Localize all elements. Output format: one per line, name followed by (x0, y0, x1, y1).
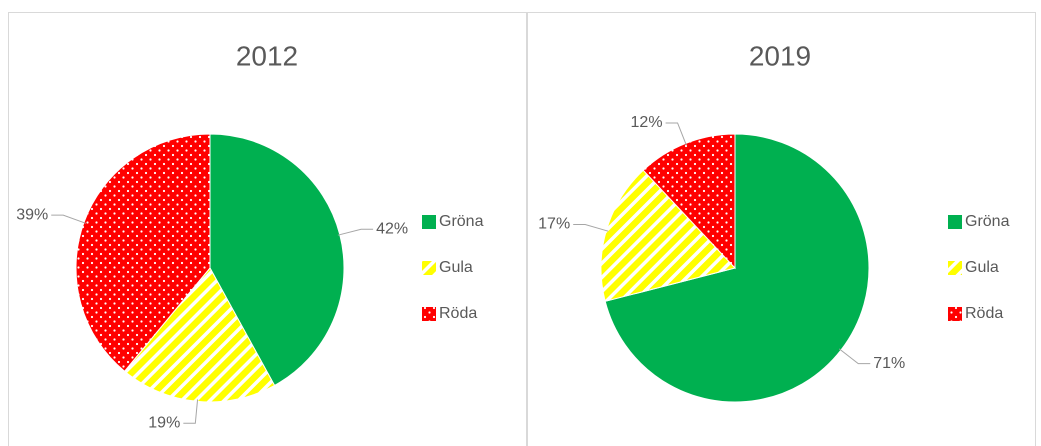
slice-pattern (643, 134, 735, 268)
legend-pattern (422, 261, 436, 275)
slice-pattern (124, 268, 275, 402)
data-label: 39% (16, 206, 48, 223)
panel-border (527, 12, 1036, 446)
legend-label: Röda (439, 305, 477, 322)
leader-line (573, 223, 609, 232)
legend-label: Röda (965, 305, 1003, 322)
leader-line (337, 228, 374, 236)
leader-line (838, 348, 871, 365)
slice-pattern (601, 170, 735, 302)
legend-label: Gula (965, 259, 999, 276)
data-label: 19% (148, 415, 180, 432)
leader-line (665, 122, 687, 146)
leader-line (183, 399, 199, 424)
legend-swatch (422, 215, 436, 229)
data-label: 17% (538, 216, 570, 233)
legend-label: Gula (439, 259, 473, 276)
data-label: 12% (631, 114, 663, 131)
chart-title: 2019 (749, 40, 811, 71)
slice-pattern (76, 134, 210, 372)
panel-border (8, 12, 527, 446)
legend-swatch (948, 215, 962, 229)
legend-pattern (948, 307, 962, 321)
legend-label: Gröna (965, 213, 1010, 230)
legend-pattern (948, 261, 962, 275)
legend-label: Gröna (439, 213, 484, 230)
leader-line (51, 214, 86, 224)
chart-title: 2012 (236, 40, 298, 71)
data-label: 42% (376, 220, 408, 237)
legend-pattern (422, 307, 436, 321)
data-label: 71% (873, 355, 905, 372)
